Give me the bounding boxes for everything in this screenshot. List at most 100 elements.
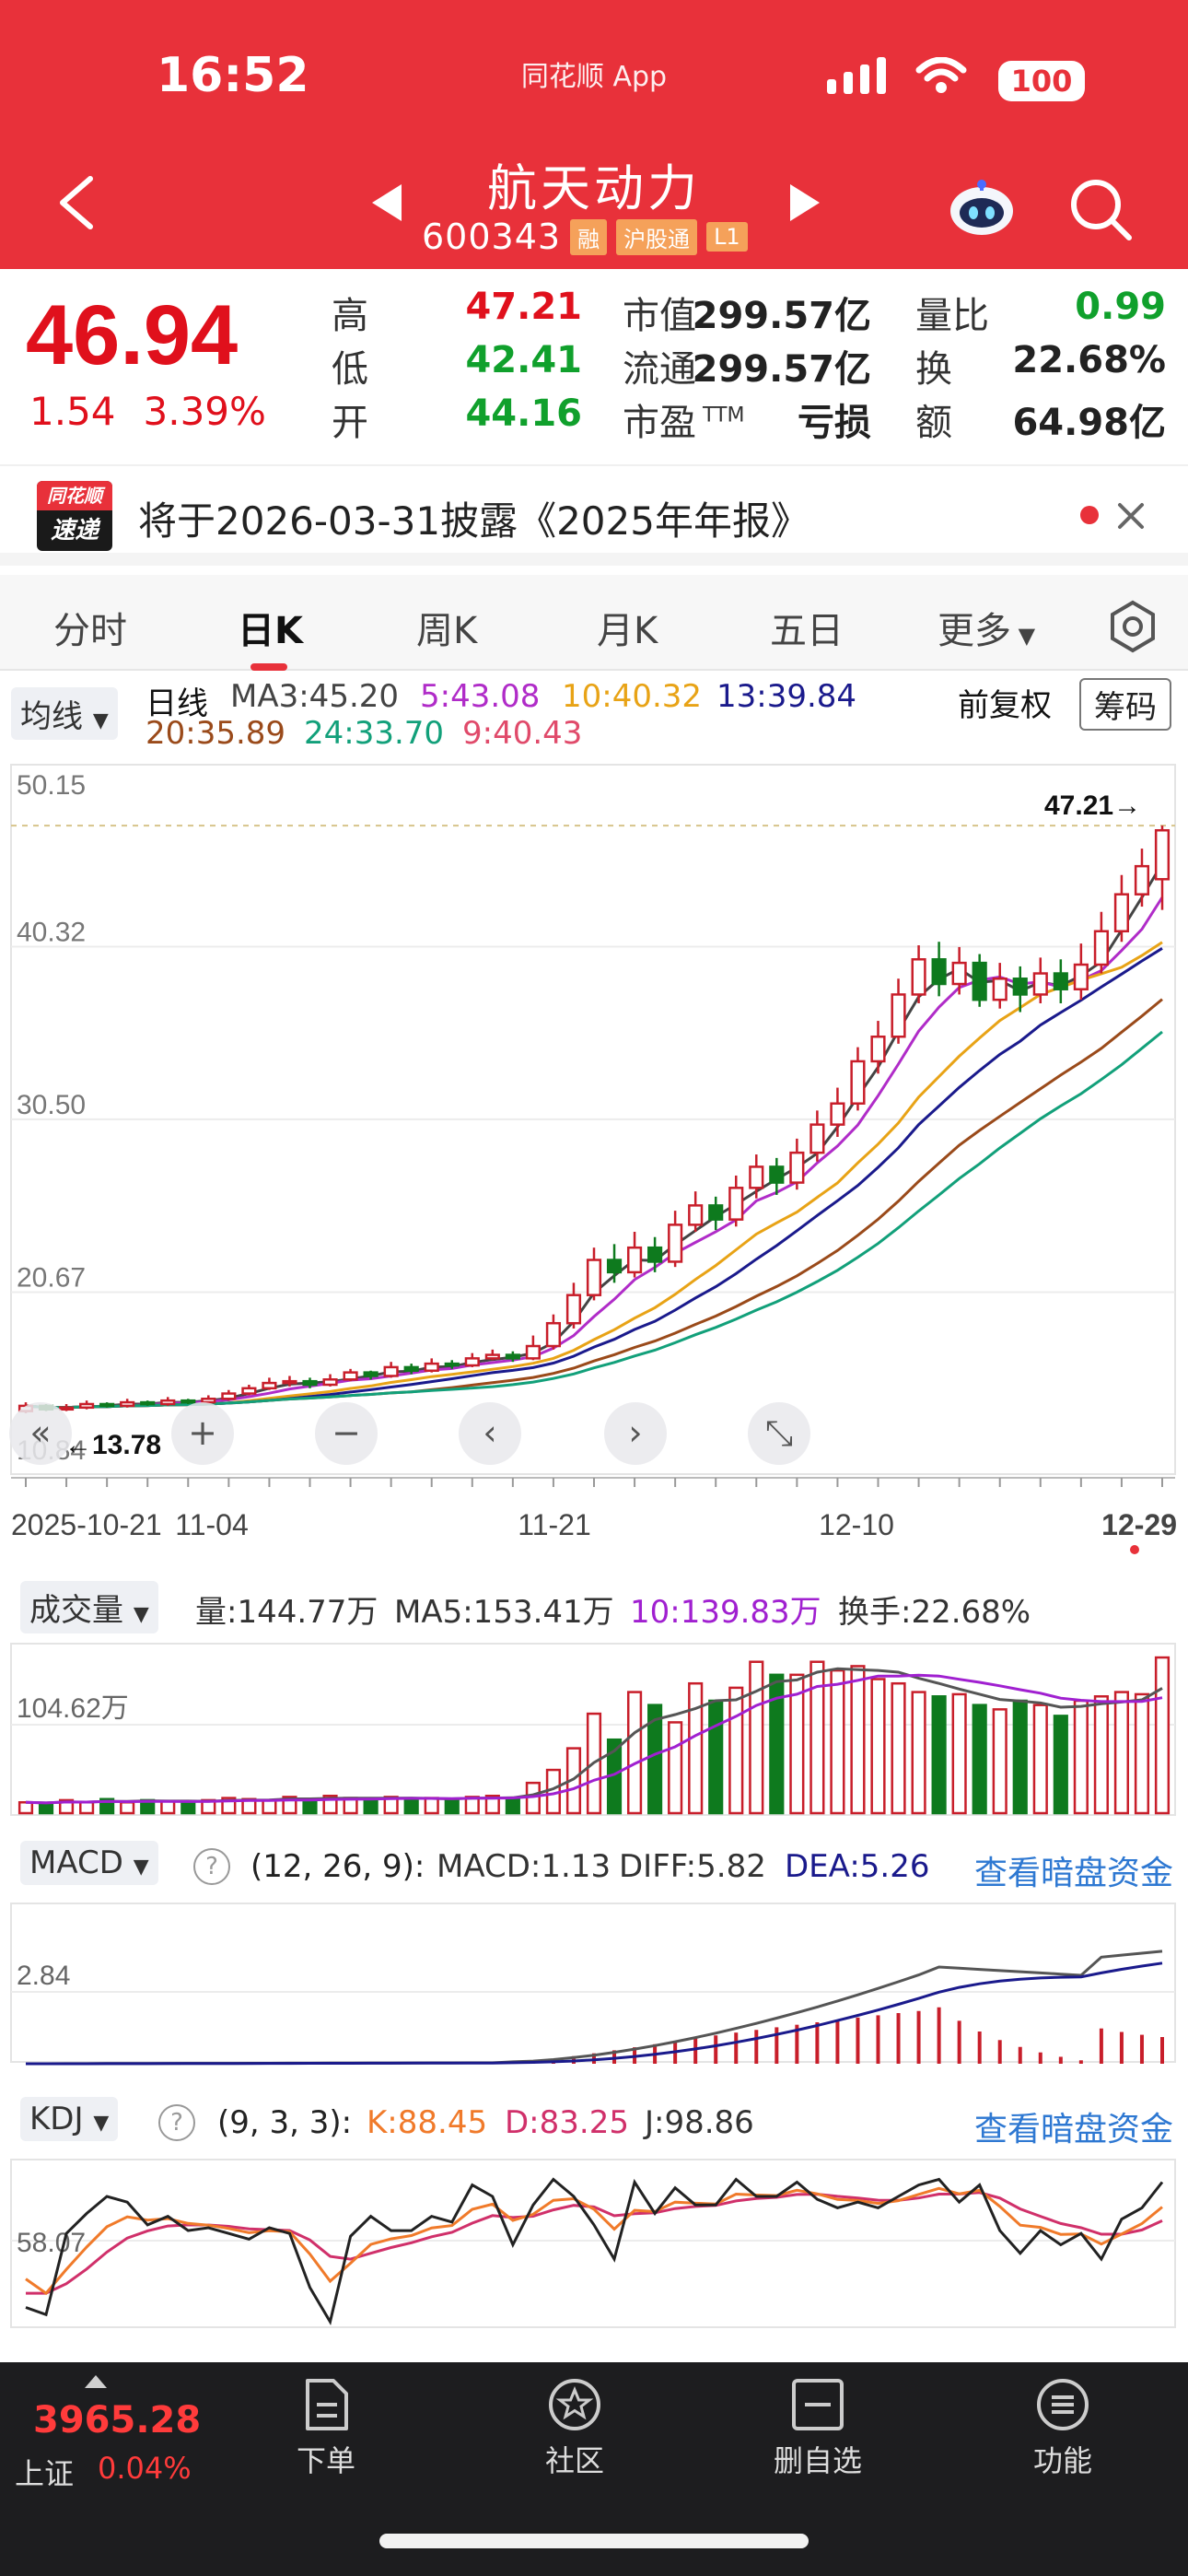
volume-bar (870, 1678, 886, 1815)
nav-functions[interactable]: 功能 (989, 2377, 1136, 2480)
nav-order[interactable]: 下单 (252, 2377, 400, 2480)
tab-weekly-k[interactable]: 周K (416, 610, 478, 652)
nav-community[interactable]: 社区 (501, 2377, 648, 2480)
dark-pool-link[interactable]: 查看暗盘资金 (974, 1855, 1174, 1892)
ma-legend: 均线 ▼ 日线 MA3:45.20 5:43.08 10:40.32 13:39… (0, 678, 1188, 755)
next-stock-icon[interactable] (790, 184, 820, 221)
volume-value: 量:144.77万 (195, 1594, 379, 1631)
candle-body (302, 1379, 318, 1387)
volume-chart: 104.62万 (10, 1643, 1176, 1816)
active-tab-indicator (250, 663, 287, 671)
tab-more[interactable]: 更多 ▼ (938, 610, 1036, 652)
dea-line (26, 1961, 1163, 2066)
volume-header: 成交量 ▼ 量:144.77万 MA5:153.41万 10:139.83万 换… (0, 1579, 1188, 1644)
tag-level: L1 (706, 222, 748, 252)
candle-body (58, 1406, 75, 1411)
high-marker: 47.21→ (1044, 790, 1141, 821)
macd-dropdown[interactable]: MACD ▼ (20, 1841, 158, 1885)
volume-bar (809, 1660, 825, 1815)
low-marker: ←13.78 (64, 1430, 161, 1460)
candle-body (181, 1399, 196, 1404)
candle-body (241, 1387, 257, 1395)
x-tick-label: 2025-10-21 (11, 1508, 162, 1541)
candle-body (749, 1165, 764, 1189)
volume-bar (1012, 1699, 1028, 1815)
signal-icon (827, 57, 886, 94)
chart-control-button[interactable] (459, 1402, 521, 1465)
caret-down-icon: ▼ (133, 1856, 149, 1879)
chart-control-button[interactable] (748, 1402, 810, 1465)
news-logo: 同花顺 速递 (37, 481, 112, 551)
candle-body (160, 1399, 176, 1406)
caret-down-icon: ▼ (133, 1603, 149, 1626)
ma-dropdown[interactable]: 均线 ▼ (11, 687, 118, 740)
unread-dot-icon (1080, 506, 1099, 524)
candle-body (789, 1151, 805, 1184)
volume-bar (1113, 1691, 1130, 1815)
nav-remove-watchlist[interactable]: 删自选 (744, 2377, 891, 2480)
chart-control-button[interactable] (604, 1402, 667, 1465)
back-icon[interactable] (55, 175, 96, 230)
chart-control-button[interactable] (171, 1402, 234, 1465)
community-star-icon (549, 2379, 600, 2430)
volume-bar (931, 1695, 947, 1815)
stat-label: 开 (332, 402, 368, 444)
x-tick-label: 11-04 (175, 1508, 248, 1541)
chart-control-button[interactable] (315, 1402, 378, 1465)
kdj-header: KDJ ▼ ? (9, 3, 3): K:88.45 D:83.25 J:98.… (0, 2093, 1188, 2158)
settings-icon[interactable] (1105, 599, 1160, 654)
prev-stock-icon[interactable] (372, 184, 402, 221)
stat-value: 44.16 (465, 392, 582, 435)
volume-bar (626, 1691, 643, 1815)
candle-body (992, 978, 1007, 1001)
home-indicator (379, 2534, 809, 2548)
tab-intraday[interactable]: 分时 (53, 610, 127, 652)
volume-bar (1053, 1715, 1068, 1815)
search-icon[interactable] (1068, 177, 1133, 241)
adjust-mode[interactable]: 前复权 (958, 687, 1052, 724)
kdj-j-line (25, 2177, 1164, 2325)
ma-item: 20:35.89 (146, 715, 286, 752)
volume-bar (911, 1691, 926, 1815)
chart-control-icon: ⤡ (765, 1412, 793, 1453)
candle-body (484, 1353, 500, 1360)
candle-body (525, 1344, 541, 1360)
help-icon[interactable]: ? (158, 2104, 195, 2141)
menu-circle-icon (1037, 2379, 1089, 2430)
volume-dropdown[interactable]: 成交量 ▼ (20, 1581, 158, 1633)
candle-body (626, 1246, 643, 1274)
volume-bar (951, 1692, 967, 1815)
tab-five-day[interactable]: 五日 (770, 610, 844, 652)
kdj-dropdown[interactable]: KDJ ▼ (20, 2097, 119, 2141)
candle-body (1073, 963, 1089, 990)
app-label: 同花顺 App (520, 61, 668, 93)
macd-diff: DIFF:5.82 (619, 1848, 766, 1885)
candlestick-chart[interactable]: 50.1540.3230.5020.6710.8447.21→←13.78«+−… (0, 754, 1188, 1574)
chips-button[interactable]: 筹码 (1079, 678, 1171, 731)
volume-bar (1134, 1692, 1150, 1815)
ma-period: 日线 (146, 685, 208, 722)
y-tick-label: 40.32 (17, 918, 86, 948)
stat-label: 量比 (915, 295, 989, 337)
tab-monthly-k[interactable]: 月K (597, 610, 658, 652)
volume-bar (505, 1797, 520, 1815)
y-tick-label: 2.84 (17, 1961, 70, 1991)
chart-control-icon: ‹ (483, 1412, 496, 1453)
dark-pool-link[interactable]: 查看暗盘资金 (974, 2111, 1174, 2149)
y-tick-label: 20.67 (17, 1262, 86, 1293)
close-icon[interactable] (1116, 501, 1146, 531)
candle-body (140, 1400, 156, 1406)
candle-body (403, 1365, 419, 1372)
candle-body (688, 1204, 704, 1226)
volume-bar (120, 1801, 135, 1815)
index-up-icon (85, 2375, 107, 2388)
tab-daily-k[interactable]: 日K (238, 610, 303, 652)
period-tabs: 分时 日K 周K 月K 五日 更多 ▼ (0, 575, 1188, 671)
help-icon[interactable]: ? (193, 1848, 230, 1885)
announcement-bar[interactable]: 同花顺 速递 将于2026-03-31披露《2025年年报》 (0, 464, 1188, 566)
assistant-robot-icon[interactable] (949, 180, 1015, 237)
chart-control-icon: − (332, 1412, 361, 1453)
status-time: 16:52 (157, 48, 309, 103)
chart-control-button[interactable] (9, 1402, 72, 1465)
sh-index-value[interactable]: 3965.28 (33, 2399, 202, 2441)
